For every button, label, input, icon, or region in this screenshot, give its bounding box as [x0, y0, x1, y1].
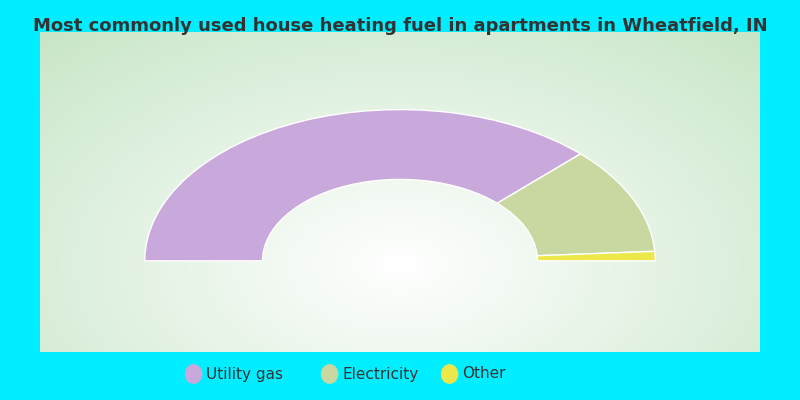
- Text: Utility gas: Utility gas: [206, 366, 283, 382]
- Ellipse shape: [321, 364, 338, 384]
- Ellipse shape: [441, 364, 458, 384]
- Text: Other: Other: [462, 366, 506, 382]
- Text: Most commonly used house heating fuel in apartments in Wheatfield, IN: Most commonly used house heating fuel in…: [33, 17, 767, 35]
- Wedge shape: [145, 110, 581, 261]
- Text: Electricity: Electricity: [342, 366, 418, 382]
- Ellipse shape: [185, 364, 202, 384]
- Wedge shape: [497, 154, 654, 256]
- Wedge shape: [537, 251, 655, 261]
